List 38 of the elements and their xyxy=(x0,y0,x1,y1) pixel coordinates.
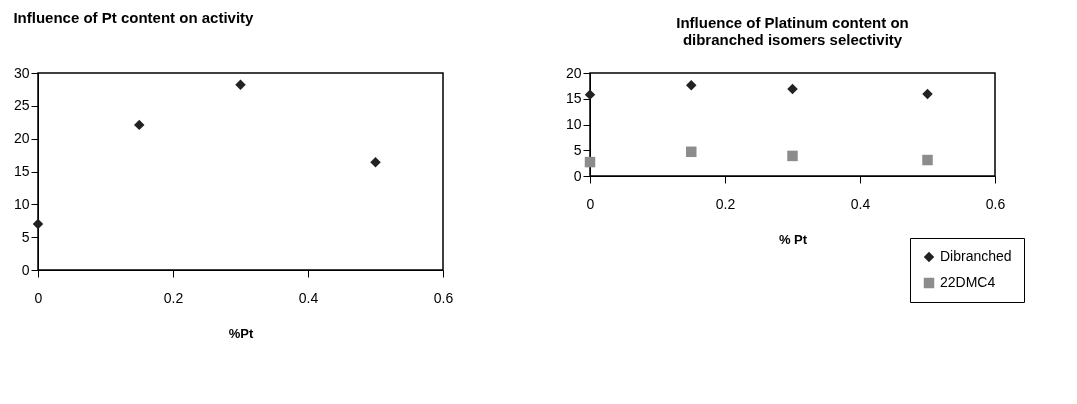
x-axis-title: %Pt xyxy=(228,325,254,341)
y-tick-label: 10 xyxy=(565,116,582,132)
y-tick-label: 20 xyxy=(565,64,582,81)
point xyxy=(235,79,246,91)
point xyxy=(370,157,381,168)
point xyxy=(584,89,596,100)
point xyxy=(584,156,596,168)
y-tick-label: 25 xyxy=(13,97,30,114)
point xyxy=(134,119,145,131)
point xyxy=(787,150,798,162)
y-tick-label: 5 xyxy=(573,141,582,158)
chart-title: Influence of Pt content on activity xyxy=(13,9,255,26)
y-tick-label: 5 xyxy=(21,228,30,245)
x-tick-label: 0.4 xyxy=(298,289,319,306)
x-tick-label: 0.2 xyxy=(163,289,184,306)
point xyxy=(922,154,933,166)
legend-label: 22DMC4 xyxy=(940,274,996,290)
point xyxy=(787,83,798,95)
y-tick-label: 20 xyxy=(13,130,30,147)
y-tick-label: 0 xyxy=(573,167,582,184)
point xyxy=(686,146,697,158)
point xyxy=(32,218,44,230)
y-tick-label: 0 xyxy=(21,261,30,278)
x-tick-label: 0 xyxy=(586,195,595,212)
x-axis-title: % Pt xyxy=(778,231,808,247)
x-tick-label: 0.4 xyxy=(850,195,871,212)
y-tick-label: 15 xyxy=(565,90,582,107)
x-tick-label: 0.6 xyxy=(985,195,1006,212)
y-tick-label: 15 xyxy=(13,163,30,179)
x-tick-label: 0.6 xyxy=(433,289,454,306)
y-tick-label: 30 xyxy=(13,64,30,81)
y-tick-label: 10 xyxy=(13,195,30,212)
point xyxy=(686,80,697,91)
chart-title: Influence of Platinum content on dibranched isomers selectivity xyxy=(676,14,909,48)
x-tick-label: 0.2 xyxy=(715,195,736,212)
x-tick-label: 0 xyxy=(34,289,43,306)
legend-label: Dibranched xyxy=(940,248,1012,264)
point xyxy=(922,88,933,100)
